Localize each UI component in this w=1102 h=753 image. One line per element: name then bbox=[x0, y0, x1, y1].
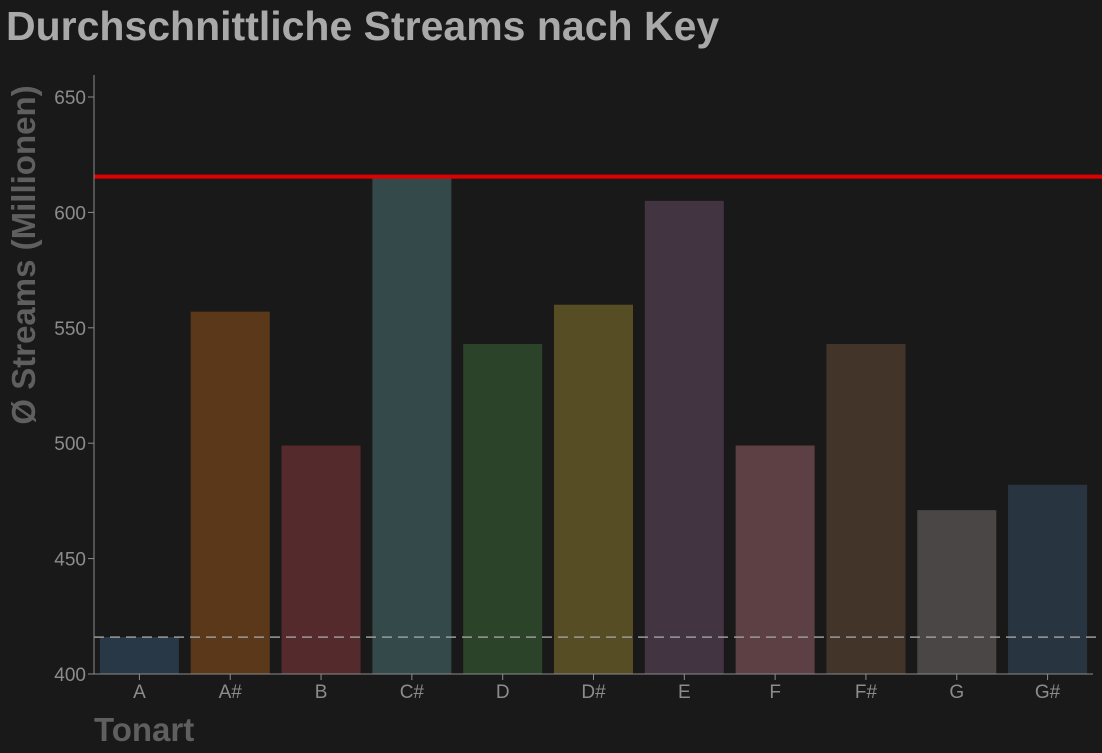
y-tick-label: 500 bbox=[54, 434, 86, 455]
bars-group bbox=[100, 178, 1087, 674]
bar-a-sharp bbox=[191, 312, 270, 674]
bar-d bbox=[463, 344, 542, 674]
x-tick-label: E bbox=[678, 682, 691, 703]
bar-g bbox=[917, 510, 996, 674]
bar-e bbox=[645, 201, 724, 674]
y-tick-label: 450 bbox=[54, 550, 86, 571]
bar-b bbox=[282, 446, 361, 674]
bar-a bbox=[100, 637, 179, 674]
x-tick-label: D bbox=[496, 682, 510, 703]
x-tick-label: B bbox=[315, 682, 328, 703]
x-tick-label: D# bbox=[581, 682, 606, 703]
bar-c-sharp bbox=[372, 178, 451, 674]
x-tick-label: F bbox=[769, 682, 781, 703]
x-tick-label: F# bbox=[855, 682, 878, 703]
bar-d-sharp bbox=[554, 305, 633, 674]
y-tick-label: 600 bbox=[54, 203, 86, 224]
y-axis-title: Ø Streams (Millionen) bbox=[5, 85, 42, 424]
bar-f bbox=[736, 446, 815, 674]
x-tick-label: G# bbox=[1035, 682, 1061, 703]
x-tick-label: A bbox=[133, 682, 146, 703]
bar-g-sharp bbox=[1008, 485, 1087, 674]
y-tick-label: 650 bbox=[54, 88, 86, 109]
bar-f-sharp bbox=[826, 344, 905, 674]
y-tick-label: 550 bbox=[54, 319, 86, 340]
x-tick-label: G bbox=[949, 682, 964, 703]
x-tick-label: A# bbox=[219, 682, 243, 703]
y-tick-label: 400 bbox=[54, 665, 86, 686]
x-axis-title: Tonart bbox=[94, 711, 194, 748]
x-tick-label: C# bbox=[400, 682, 425, 703]
chart-title: Durchschnittliche Streams nach Key bbox=[6, 3, 719, 49]
